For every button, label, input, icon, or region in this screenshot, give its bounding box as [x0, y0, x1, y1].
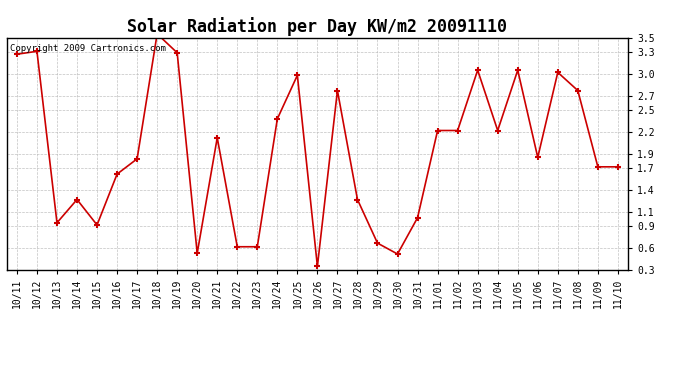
Text: Copyright 2009 Cartronics.com: Copyright 2009 Cartronics.com [10, 45, 166, 54]
Title: Solar Radiation per Day KW/m2 20091110: Solar Radiation per Day KW/m2 20091110 [128, 17, 507, 36]
